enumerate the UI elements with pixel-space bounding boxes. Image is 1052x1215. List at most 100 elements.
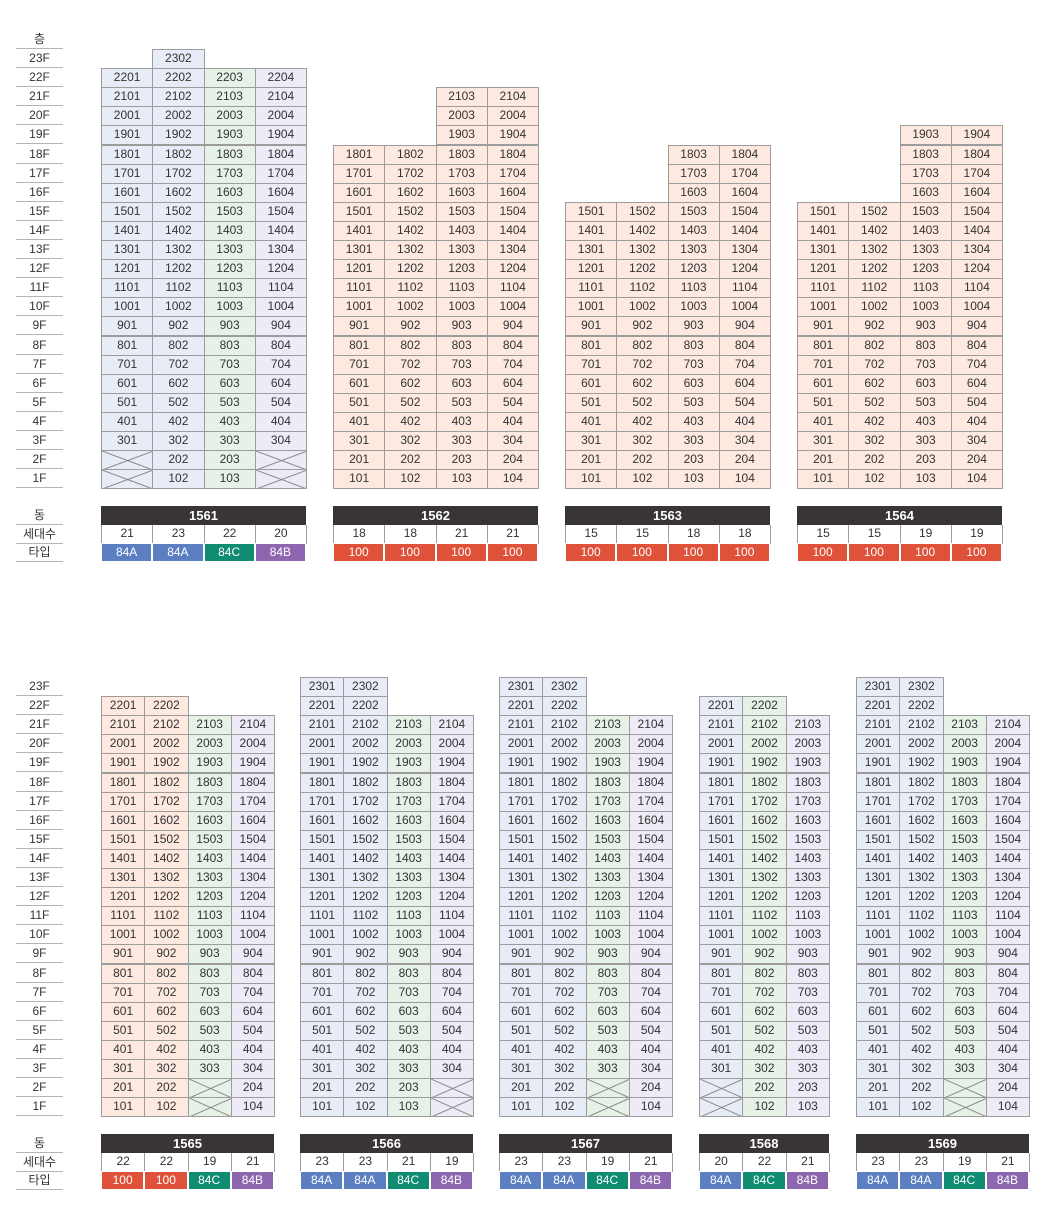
unit-cell: 1702 bbox=[152, 163, 205, 184]
unit-cell: 2001 bbox=[101, 734, 146, 755]
unit-cell: 1103 bbox=[187, 906, 232, 927]
unit-cell: 702 bbox=[542, 982, 587, 1003]
unit-cell: 1702 bbox=[343, 791, 388, 812]
unit-cell: 1102 bbox=[899, 906, 944, 927]
unit-cell: 1404 bbox=[718, 220, 771, 241]
building-header: 1568 bbox=[699, 1134, 829, 1154]
unit-cell: 1004 bbox=[486, 297, 539, 318]
unit-cell: 1003 bbox=[203, 297, 256, 318]
unit-cell: 503 bbox=[667, 392, 720, 413]
unit-cell: 501 bbox=[333, 392, 386, 413]
unit-cell: 1301 bbox=[300, 868, 345, 889]
unit-cell: 504 bbox=[486, 392, 539, 413]
floor-label: 13F bbox=[16, 240, 63, 260]
unit-cell: 801 bbox=[856, 963, 901, 984]
unit-cell: 101 bbox=[565, 469, 618, 490]
unit-cell: 903 bbox=[585, 944, 630, 965]
unit-cell: 403 bbox=[386, 1039, 431, 1060]
households-count: 23 bbox=[499, 1153, 544, 1173]
unit-cell: 803 bbox=[203, 335, 256, 356]
unit-cell: 1003 bbox=[899, 297, 952, 318]
unit-cell: 902 bbox=[144, 944, 189, 965]
unit-cell: 601 bbox=[300, 1001, 345, 1022]
unit-cell: 2101 bbox=[101, 715, 146, 736]
unit-cell: 701 bbox=[565, 354, 618, 375]
unit-cell: 1503 bbox=[203, 201, 256, 222]
unit-type-badge: 100 bbox=[486, 543, 538, 563]
unit-cell: 1601 bbox=[300, 810, 345, 831]
unit-cell: 1003 bbox=[386, 925, 431, 946]
unit-cell: 2102 bbox=[742, 715, 787, 736]
unit-cell: 703 bbox=[667, 354, 720, 375]
unit-type-badge: 84C bbox=[187, 1171, 231, 1191]
unit-cell: 1501 bbox=[565, 201, 618, 222]
unit-cell: 702 bbox=[899, 982, 944, 1003]
unit-cell: 603 bbox=[785, 1001, 830, 1022]
unit-cell: 402 bbox=[144, 1039, 189, 1060]
unit-cell: 802 bbox=[742, 963, 787, 984]
empty-unit-cell bbox=[699, 1078, 744, 1099]
unit-cell: 704 bbox=[486, 354, 539, 375]
unit-cell: 404 bbox=[628, 1039, 673, 1060]
unit-cell: 1301 bbox=[856, 868, 901, 889]
unit-cell: 1404 bbox=[486, 220, 539, 241]
unit-type-badge: 84A bbox=[343, 1171, 387, 1191]
unit-cell: 502 bbox=[616, 392, 669, 413]
unit-cell: 103 bbox=[667, 469, 720, 490]
unit-cell: 1303 bbox=[899, 240, 952, 261]
unit-cell: 904 bbox=[230, 944, 275, 965]
unit-cell: 1304 bbox=[429, 868, 474, 889]
unit-cell: 304 bbox=[718, 431, 771, 452]
unit-cell: 1302 bbox=[742, 868, 787, 889]
unit-cell: 502 bbox=[542, 1020, 587, 1041]
unit-cell: 801 bbox=[101, 335, 154, 356]
unit-cell: 1703 bbox=[386, 791, 431, 812]
unit-cell: 1801 bbox=[499, 772, 544, 793]
unit-cell: 1502 bbox=[144, 829, 189, 850]
unit-cell: 804 bbox=[429, 963, 474, 984]
unit-cell: 1303 bbox=[187, 868, 232, 889]
unit-cell: 703 bbox=[435, 354, 488, 375]
unit-cell: 1104 bbox=[985, 906, 1030, 927]
unit-cell: 1504 bbox=[429, 829, 474, 850]
unit-cell: 1102 bbox=[848, 278, 901, 299]
floor-label: 18F bbox=[16, 773, 63, 792]
unit-cell: 1703 bbox=[667, 163, 720, 184]
unit-cell: 1203 bbox=[585, 887, 630, 908]
unit-cell: 1601 bbox=[699, 810, 744, 831]
unit-cell: 1701 bbox=[300, 791, 345, 812]
unit-cell: 1702 bbox=[542, 791, 587, 812]
unit-cell: 1002 bbox=[384, 297, 437, 318]
unit-cell: 502 bbox=[742, 1020, 787, 1041]
households-count: 19 bbox=[429, 1153, 474, 1173]
unit-cell: 1302 bbox=[899, 868, 944, 889]
unit-cell: 2002 bbox=[343, 734, 388, 755]
unit-cell: 1604 bbox=[628, 810, 673, 831]
empty-unit-cross-icon bbox=[700, 1098, 743, 1117]
unit-cell: 1702 bbox=[742, 791, 787, 812]
households-count: 21 bbox=[628, 1153, 673, 1173]
unit-cell: 804 bbox=[254, 335, 307, 356]
unit-cell: 103 bbox=[203, 469, 256, 490]
unit-cell: 1004 bbox=[628, 925, 673, 946]
unit-cell: 1802 bbox=[343, 772, 388, 793]
unit-cell: 704 bbox=[254, 354, 307, 375]
unit-cell: 1802 bbox=[144, 772, 189, 793]
unit-cell: 2104 bbox=[230, 715, 275, 736]
households-count: 21 bbox=[486, 525, 539, 545]
unit-cell: 501 bbox=[565, 392, 618, 413]
unit-cell: 2102 bbox=[899, 715, 944, 736]
empty-unit-cross-icon bbox=[943, 1079, 986, 1098]
unit-cell: 401 bbox=[797, 411, 850, 432]
empty-unit-cross-icon bbox=[430, 1079, 473, 1098]
households-count: 23 bbox=[542, 1153, 587, 1173]
households-count: 22 bbox=[742, 1153, 787, 1173]
unit-type-badge: 100 bbox=[616, 543, 668, 563]
unit-cell: 1501 bbox=[797, 201, 850, 222]
unit-cell: 304 bbox=[628, 1059, 673, 1080]
unit-cell: 1002 bbox=[742, 925, 787, 946]
unit-cell: 702 bbox=[152, 354, 205, 375]
unit-cell: 1103 bbox=[386, 906, 431, 927]
unit-cell: 1901 bbox=[856, 753, 901, 774]
floor-label: 4F bbox=[16, 412, 63, 431]
